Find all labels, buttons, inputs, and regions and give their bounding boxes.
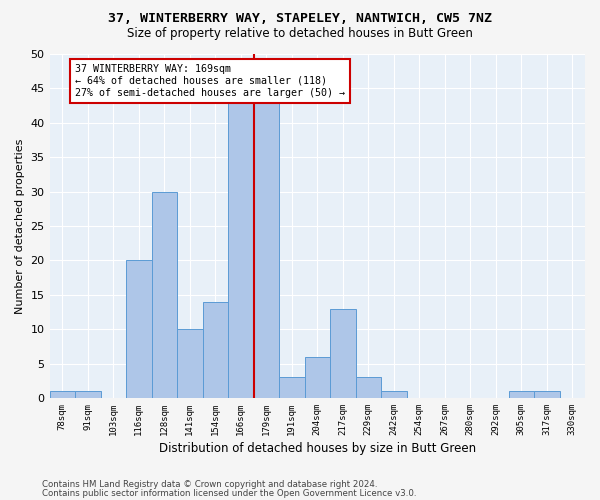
X-axis label: Distribution of detached houses by size in Butt Green: Distribution of detached houses by size … — [159, 442, 476, 455]
Text: Size of property relative to detached houses in Butt Green: Size of property relative to detached ho… — [127, 28, 473, 40]
Bar — [126, 260, 152, 398]
Bar — [381, 391, 407, 398]
Bar — [254, 88, 279, 398]
Bar — [228, 88, 254, 398]
Bar — [177, 329, 203, 398]
Text: 37 WINTERBERRY WAY: 169sqm
← 64% of detached houses are smaller (118)
27% of sem: 37 WINTERBERRY WAY: 169sqm ← 64% of deta… — [75, 64, 345, 98]
Bar — [534, 391, 560, 398]
Y-axis label: Number of detached properties: Number of detached properties — [15, 138, 25, 314]
Bar — [152, 192, 177, 398]
Bar — [75, 391, 101, 398]
Text: Contains public sector information licensed under the Open Government Licence v3: Contains public sector information licen… — [42, 488, 416, 498]
Bar — [50, 391, 75, 398]
Bar — [305, 356, 330, 398]
Bar — [279, 378, 305, 398]
Bar — [356, 378, 381, 398]
Text: Contains HM Land Registry data © Crown copyright and database right 2024.: Contains HM Land Registry data © Crown c… — [42, 480, 377, 489]
Bar — [509, 391, 534, 398]
Bar — [203, 302, 228, 398]
Bar — [330, 308, 356, 398]
Text: 37, WINTERBERRY WAY, STAPELEY, NANTWICH, CW5 7NZ: 37, WINTERBERRY WAY, STAPELEY, NANTWICH,… — [108, 12, 492, 26]
